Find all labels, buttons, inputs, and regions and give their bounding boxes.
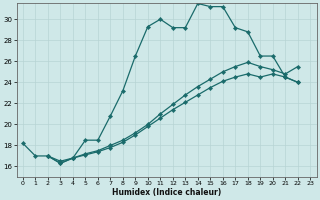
X-axis label: Humidex (Indice chaleur): Humidex (Indice chaleur) — [112, 188, 221, 197]
